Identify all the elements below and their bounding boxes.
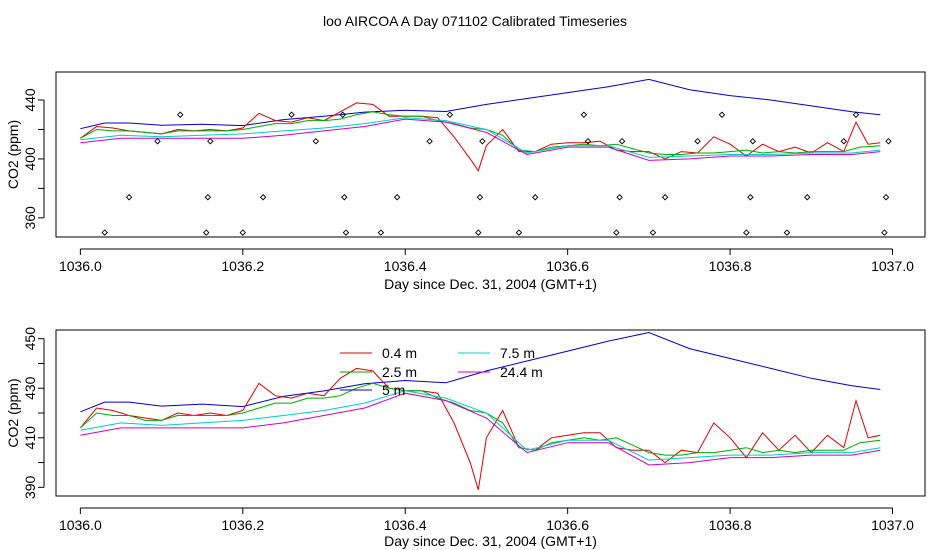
x-tick-label: 1036.2 <box>221 258 264 274</box>
data-point <box>852 111 860 118</box>
data-point <box>649 229 657 236</box>
data-point <box>101 229 108 236</box>
data-point <box>288 111 295 118</box>
figure-title: loo AIRCOA A Day 071102 Calibrated Times… <box>323 13 627 29</box>
data-point <box>881 229 888 236</box>
data-point <box>885 138 892 145</box>
x-tick-label: 1036.8 <box>709 258 752 274</box>
data-point <box>743 229 750 236</box>
series-line-1 <box>80 102 881 172</box>
y-axis-label: CO2 (ppm) <box>5 378 21 447</box>
x-tick-label: 1036.0 <box>59 258 102 274</box>
y-tick-label: 440 <box>22 88 38 112</box>
x-tick-label: 1036.8 <box>709 517 752 533</box>
x-tick-label: 1036.4 <box>384 517 427 533</box>
data-point <box>479 138 486 145</box>
series-line-2 <box>80 111 881 155</box>
legend-label: 0.4 m <box>382 345 417 361</box>
data-point <box>154 138 161 145</box>
data-point <box>618 138 626 145</box>
data-point <box>749 138 757 145</box>
x-tick-label: 1037.0 <box>871 258 914 274</box>
legend-label: 2.5 m <box>382 364 417 380</box>
data-point <box>476 193 484 201</box>
plot-frame <box>55 329 926 497</box>
data-point <box>531 193 539 201</box>
data-point <box>203 229 210 236</box>
data-point <box>616 193 623 201</box>
data-point <box>747 193 754 201</box>
x-tick-label: 1036.2 <box>221 517 264 533</box>
data-point <box>125 193 133 201</box>
x-tick-label: 1036.6 <box>546 517 589 533</box>
series-line-0-4-m <box>80 367 881 490</box>
data-point <box>393 193 401 201</box>
data-point <box>580 111 588 118</box>
x-tick-label: 1037.0 <box>871 517 914 533</box>
series-line-4 <box>80 118 881 161</box>
x-tick-label: 1036.4 <box>384 258 427 274</box>
data-point <box>840 138 848 145</box>
data-point <box>312 138 320 145</box>
data-point <box>377 229 385 236</box>
x-tick-label: 1036.6 <box>546 258 589 274</box>
plot-frame <box>55 71 926 238</box>
legend-label: 24.4 m <box>500 364 543 380</box>
data-point <box>694 138 701 145</box>
x-axis-label: Day since Dec. 31, 2004 (GMT+1) <box>384 276 597 292</box>
data-point <box>342 229 350 236</box>
data-point <box>783 229 791 236</box>
y-tick-label: 400 <box>22 147 38 171</box>
series-line-3 <box>80 117 881 158</box>
data-point <box>177 111 184 118</box>
series-line-0 <box>80 78 881 130</box>
data-point <box>341 193 348 201</box>
data-point <box>239 229 247 236</box>
legend-label: 7.5 m <box>500 345 535 361</box>
data-point <box>475 229 482 236</box>
data-point <box>661 193 669 201</box>
series-line-2-5-m <box>80 382 881 456</box>
data-point <box>515 229 523 236</box>
x-axis-label: Day since Dec. 31, 2004 (GMT+1) <box>384 533 597 549</box>
data-point <box>804 193 811 201</box>
data-point <box>613 229 620 236</box>
y-tick-label: 390 <box>22 475 38 499</box>
y-tick-label: 410 <box>22 426 38 450</box>
y-axis-label: CO2 (ppm) <box>5 120 21 189</box>
y-tick-label: 360 <box>22 206 38 230</box>
top-panel: 1036.0 1036.2 1036.4 1036.6 1036.8 1037.0 Day … <box>5 71 926 292</box>
data-point <box>339 111 346 118</box>
y-tick-label: 430 <box>22 376 38 400</box>
data-point <box>882 193 890 201</box>
data-point <box>426 138 433 145</box>
legend-label: 5 m <box>382 382 405 398</box>
x-tick-label: 1036.0 <box>59 517 102 533</box>
data-point <box>204 193 212 201</box>
data-point <box>446 111 454 118</box>
series-line-5-m <box>80 331 881 413</box>
data-point <box>718 111 726 118</box>
data-point <box>207 138 214 145</box>
bottom-panel: 1036.0 1036.2 1036.4 1036.6 1036.8 1037.0 Day … <box>5 327 926 549</box>
series-line-24-4-m <box>80 392 881 466</box>
data-point <box>584 138 592 145</box>
data-point <box>259 193 267 201</box>
legend: 0.4 m 7.5 m 2.5 m 24.4 m 5 m <box>340 345 543 398</box>
series-line-7-5-m <box>80 390 881 461</box>
y-tick-label: 450 <box>22 327 38 351</box>
